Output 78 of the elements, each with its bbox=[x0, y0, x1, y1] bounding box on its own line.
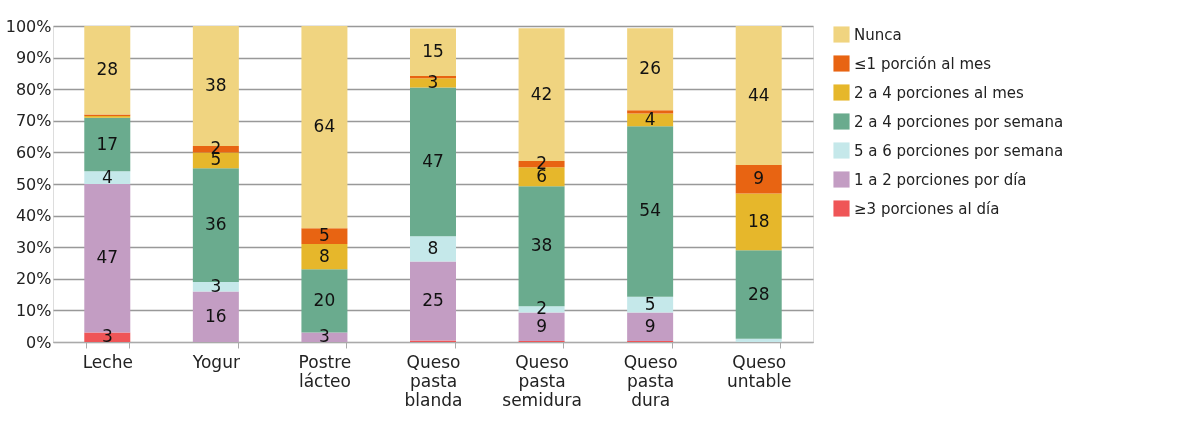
data-label: 5 bbox=[319, 225, 330, 246]
data-label: 8 bbox=[319, 245, 330, 266]
x-tick-label: Queso untable bbox=[726, 351, 792, 391]
data-label: 3 bbox=[101, 326, 113, 347]
y-tick-label: 0% bbox=[26, 332, 52, 352]
y-tick-label: 30% bbox=[15, 237, 52, 257]
legend-label: 2 a 4 porciones por semana bbox=[854, 112, 1064, 131]
bar bbox=[410, 28, 456, 76]
bar bbox=[627, 28, 674, 111]
data-label: 47 bbox=[422, 150, 444, 171]
data-label: 42 bbox=[530, 83, 553, 104]
data-label: 28 bbox=[747, 283, 770, 304]
bar bbox=[518, 312, 565, 342]
bar bbox=[192, 152, 239, 169]
data-label: 16 bbox=[205, 305, 227, 326]
bar bbox=[84, 26, 131, 115]
y-tick-label: 40% bbox=[15, 206, 52, 226]
x-tick-label: Queso pasta semidura bbox=[502, 351, 582, 410]
bar bbox=[84, 117, 131, 172]
y-tick-label: 60% bbox=[15, 142, 52, 162]
data-label: 8 bbox=[427, 237, 439, 258]
y-tick-label: 10% bbox=[15, 300, 52, 320]
legend-label: 1 a 2 porciones por día bbox=[854, 170, 1027, 189]
data-label: 5 bbox=[644, 293, 656, 314]
data-label: 4 bbox=[644, 108, 656, 129]
bar bbox=[301, 26, 348, 229]
data-label: 36 bbox=[205, 214, 227, 235]
bar bbox=[627, 110, 674, 114]
data-label: 44 bbox=[747, 84, 770, 105]
bar bbox=[192, 291, 239, 342]
bar bbox=[735, 193, 782, 251]
data-label: 3 bbox=[427, 71, 439, 92]
x-tick-label: Queso pasta dura bbox=[623, 351, 678, 410]
data-label: 15 bbox=[422, 41, 444, 62]
y-tick-label: 50% bbox=[15, 174, 52, 194]
data-label: 9 bbox=[644, 315, 656, 336]
data-label: 25 bbox=[422, 289, 444, 310]
bar bbox=[627, 126, 674, 297]
data-label: 54 bbox=[639, 200, 661, 221]
legend-label: 5 a 6 porciones por semana bbox=[854, 141, 1064, 160]
bar bbox=[410, 87, 456, 237]
data-label: 17 bbox=[96, 133, 119, 154]
x-tick-label: Yogur bbox=[191, 351, 240, 372]
data-label: 64 bbox=[313, 116, 336, 137]
bar bbox=[301, 228, 348, 245]
data-label: 38 bbox=[530, 235, 553, 256]
legend-label: Nunca bbox=[854, 25, 902, 44]
bar bbox=[627, 296, 674, 313]
data-label: 28 bbox=[96, 59, 119, 80]
legend-label: ≥3 porciones al día bbox=[854, 199, 1000, 218]
x-tick-label: Postre lácteo bbox=[298, 351, 352, 391]
legend-label: 2 a 4 porciones al mes bbox=[854, 83, 1024, 102]
data-label: 38 bbox=[205, 75, 227, 96]
legend-label: ≤1 porción al mes bbox=[854, 54, 992, 73]
y-tick-label: 100% bbox=[5, 16, 52, 36]
bar bbox=[301, 244, 348, 270]
bar bbox=[735, 338, 782, 342]
data-label: 26 bbox=[639, 58, 661, 79]
x-tick-label: Queso pasta blanda bbox=[404, 351, 463, 410]
data-label: 9 bbox=[753, 168, 765, 189]
data-label: 47 bbox=[96, 247, 119, 268]
y-tick-label: 20% bbox=[15, 269, 52, 289]
data-label: 20 bbox=[313, 289, 336, 310]
data-label: 4 bbox=[101, 166, 113, 187]
bar bbox=[627, 312, 674, 342]
data-label: 18 bbox=[747, 210, 770, 231]
x-tick-label: Leche bbox=[82, 351, 133, 372]
data-label: 3 bbox=[210, 275, 222, 296]
bar bbox=[735, 250, 782, 339]
data-label: 3 bbox=[319, 326, 330, 347]
y-tick-label: 70% bbox=[15, 111, 52, 131]
y-tick-label: 80% bbox=[15, 79, 52, 99]
bar bbox=[735, 165, 782, 194]
bar bbox=[410, 261, 456, 341]
bar bbox=[735, 26, 782, 166]
bar bbox=[84, 171, 131, 184]
y-tick-label: 90% bbox=[15, 48, 52, 68]
bar bbox=[410, 236, 456, 262]
